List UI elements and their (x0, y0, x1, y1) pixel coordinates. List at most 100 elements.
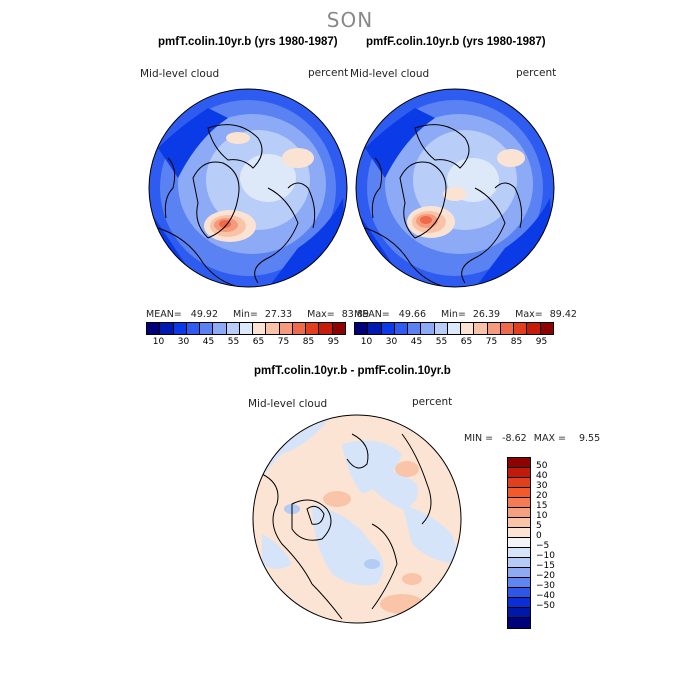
colorbar-swatch (306, 323, 320, 334)
colorbar-swatch (160, 323, 174, 334)
season-title: SON (326, 8, 374, 32)
diff-colorbar-tick-label: 50 (536, 461, 548, 471)
diff-colorbar-tick-label: 0 (536, 531, 542, 541)
panel-1-max-label: Max= (307, 309, 335, 320)
diff-colorbar-tick-label: −15 (536, 561, 555, 571)
diff-colorbar-swatch (508, 578, 530, 588)
diff-max-value: 9.55 (578, 433, 601, 444)
colorbar-swatch (213, 323, 227, 334)
colorbar-swatch (332, 323, 345, 334)
colorbar-swatch (461, 323, 475, 334)
diff-colorbar-swatch (508, 458, 530, 468)
colorbar-swatch (408, 323, 422, 334)
diff-colorbar-tick-label: −40 (536, 591, 555, 601)
panel-1-units-label: percent (308, 67, 349, 79)
colorbar-tick-label: 75 (485, 337, 498, 347)
colorbar-tick-label: 10 (360, 337, 373, 347)
colorbar-swatch (200, 323, 214, 334)
colorbar-tick-label: 30 (385, 337, 398, 347)
diff-colorbar-tick-label: −5 (536, 541, 550, 551)
diff-units-label: percent (412, 396, 453, 408)
colorbar-swatch (226, 323, 240, 334)
colorbar-swatch (434, 323, 448, 334)
panel-1-max-value: 83.89 (341, 309, 369, 320)
colorbar-tick-label: 85 (302, 337, 315, 347)
diff-colorbar-swatch (508, 598, 530, 608)
panel-2-min-label: Min= (441, 309, 466, 320)
panel-2-colorbar-ticks: 10 30 45 55 65 75 85 95 (354, 337, 554, 347)
colorbar-tick-label: 65 (252, 337, 265, 347)
colorbar-swatch (186, 323, 201, 334)
diff-colorbar-swatch (508, 478, 530, 488)
diff-colorbar-swatch (508, 608, 530, 618)
diff-colorbar-swatch (508, 548, 530, 558)
diff-colorbar (507, 457, 531, 629)
diff-colorbar-tick-label: 5 (536, 521, 542, 531)
diff-colorbar-swatch (508, 618, 530, 628)
diff-colorbar-swatch (508, 538, 530, 548)
panel-2-max-value: 89.42 (549, 309, 577, 320)
panel-1-polar-map (148, 88, 348, 288)
diff-colorbar-ticks: 50 40 30 20 15 10 5 0 −5 −10 −15 −20 −30 −40 −50 (536, 457, 576, 629)
panel-2-min-value: 26.39 (472, 309, 501, 320)
colorbar-tick-label: 45 (410, 337, 423, 347)
diff-colorbar-swatch (508, 528, 530, 538)
panel-2-mean-label: MEAN= (354, 309, 390, 320)
diff-colorbar-swatch (508, 488, 530, 498)
panel-2-stats: MEAN= 49.66 Min= 26.39 Max= 89.42 (354, 309, 577, 320)
panel-2-units-label: percent (516, 67, 557, 79)
colorbar-swatch (474, 323, 488, 334)
colorbar-tick-label: 55 (227, 337, 240, 347)
colorbar-swatch (266, 323, 280, 334)
panel-2-colorbar (354, 322, 554, 335)
diff-colorbar-swatch (508, 498, 530, 508)
diff-min-label: MIN = (464, 433, 494, 444)
colorbar-swatch (500, 323, 515, 334)
colorbar-swatch (279, 323, 293, 334)
diff-colorbar-swatch (508, 558, 530, 568)
panel-2-title: pmfF.colin.10yr.b (yrs 1980-1987) (366, 36, 546, 48)
panel-1-variable-label: Mid-level cloud (140, 68, 220, 80)
panel-2-mean-value: 49.66 (398, 309, 426, 320)
colorbar-swatch (368, 323, 382, 334)
panel-1-title: pmfT.colin.10yr.b (yrs 1980-1987) (158, 36, 338, 48)
diff-colorbar-tick-label: 15 (536, 501, 548, 511)
diff-colorbar-swatch (508, 588, 530, 598)
diff-colorbar-tick-label: −10 (536, 551, 555, 561)
diff-colorbar-swatch (508, 568, 530, 578)
panel-2-variable-label: Mid-level cloud (350, 68, 430, 80)
colorbar-swatch (514, 323, 528, 334)
colorbar-tick-label: 95 (535, 337, 548, 347)
colorbar-swatch (447, 323, 462, 334)
colorbar-swatch (355, 323, 369, 334)
colorbar-tick-label: 75 (277, 337, 290, 347)
panel-2-polar-map (355, 88, 555, 288)
panel-1-mean-value: 49.92 (190, 309, 218, 320)
diff-colorbar-tick-label: −20 (536, 571, 555, 581)
colorbar-swatch (527, 323, 541, 334)
colorbar-swatch (147, 323, 161, 334)
diff-colorbar-tick-label: 20 (536, 491, 548, 501)
colorbar-tick-label: 45 (202, 337, 215, 347)
colorbar-swatch (239, 323, 254, 334)
diff-colorbar-swatch (508, 508, 530, 518)
colorbar-swatch (319, 323, 333, 334)
colorbar-swatch (421, 323, 435, 334)
diff-colorbar-swatch (508, 468, 530, 478)
panel-1-colorbar-ticks: 10 30 45 55 65 75 85 95 (146, 337, 346, 347)
diff-colorbar-swatch (508, 518, 530, 528)
panel-1-stats: MEAN= 49.92 Min= 27.33 Max= 83.89 (146, 309, 369, 320)
diff-min-value: -8.62 (502, 433, 527, 444)
colorbar-tick-label: 10 (152, 337, 165, 347)
colorbar-swatch (487, 323, 501, 334)
diff-colorbar-tick-label: −30 (536, 581, 555, 591)
panel-1-min-value: 27.33 (264, 309, 293, 320)
diff-colorbar-tick-label: −50 (536, 601, 555, 611)
panel-2-max-label: Max= (515, 309, 543, 320)
colorbar-swatch (540, 323, 553, 334)
colorbar-tick-label: 85 (510, 337, 523, 347)
diff-title: pmfT.colin.10yr.b - pmfF.colin.10yr.b (254, 365, 451, 377)
diff-polar-map (252, 414, 462, 624)
colorbar-tick-label: 65 (460, 337, 473, 347)
panel-1-min-label: Min= (233, 309, 258, 320)
